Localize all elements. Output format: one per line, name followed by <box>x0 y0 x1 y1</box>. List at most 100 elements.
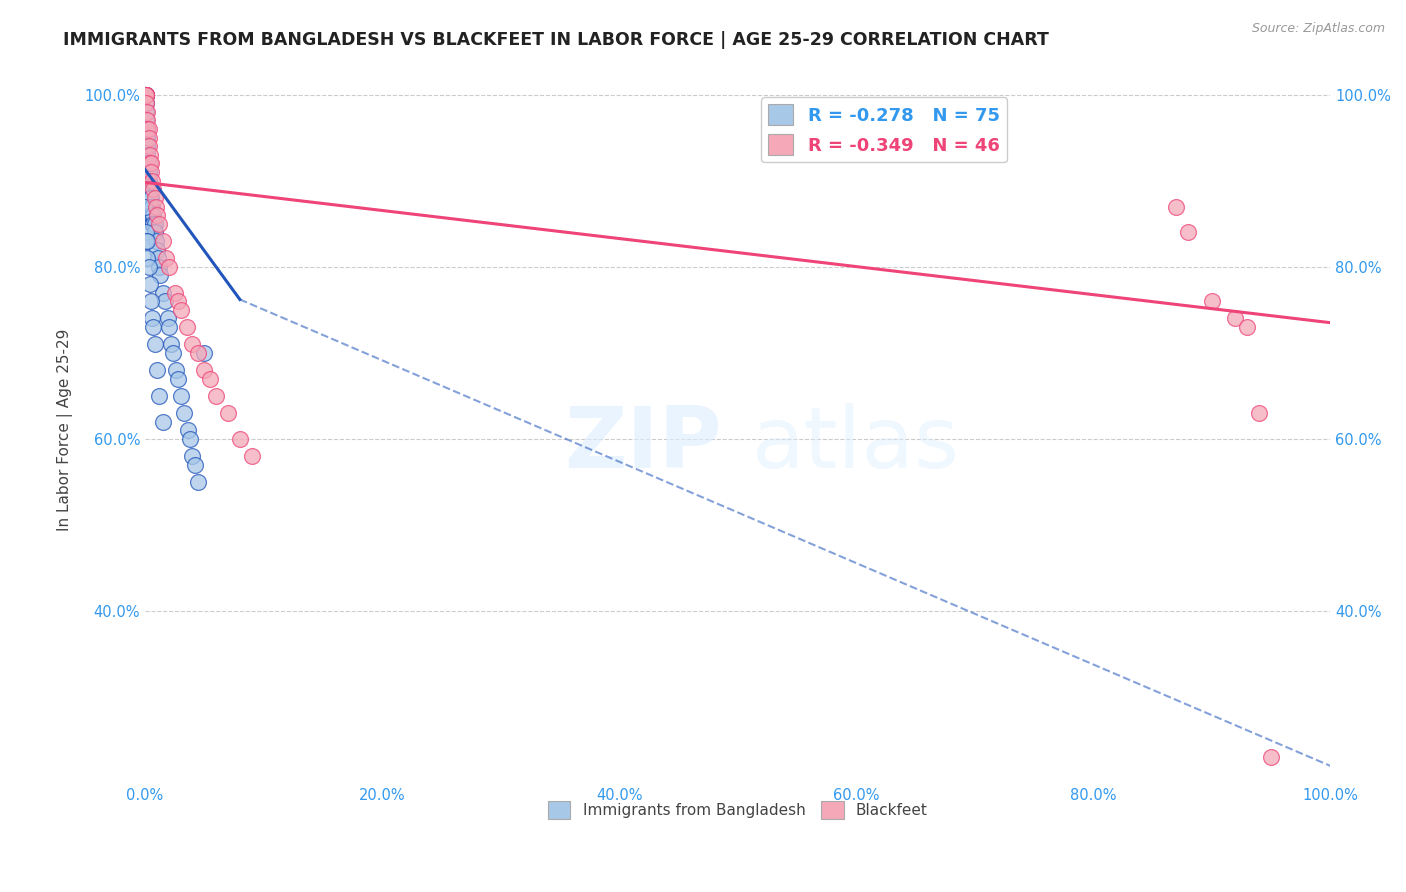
Point <box>146 363 169 377</box>
Point <box>135 130 157 145</box>
Point <box>179 432 201 446</box>
Point <box>136 251 159 265</box>
Point <box>134 87 156 102</box>
Text: IMMIGRANTS FROM BANGLADESH VS BLACKFEET IN LABOR FORCE | AGE 25-29 CORRELATION C: IMMIGRANTS FROM BANGLADESH VS BLACKFEET … <box>63 31 1049 49</box>
Point <box>148 389 170 403</box>
Point <box>152 234 174 248</box>
Point <box>167 371 190 385</box>
Point <box>143 191 166 205</box>
Point <box>141 200 163 214</box>
Point <box>135 225 157 239</box>
Point <box>157 260 180 274</box>
Point <box>136 122 159 136</box>
Point <box>163 285 186 300</box>
Point <box>135 87 157 102</box>
Point <box>135 87 157 102</box>
Point <box>135 122 157 136</box>
Point <box>134 87 156 102</box>
Point <box>1201 294 1223 309</box>
Point <box>149 268 172 283</box>
Point <box>141 311 163 326</box>
Point <box>156 311 179 326</box>
Point <box>143 337 166 351</box>
Point <box>134 200 156 214</box>
Point <box>143 225 166 239</box>
Point <box>136 122 159 136</box>
Point <box>155 251 177 265</box>
Point <box>139 182 162 196</box>
Point <box>138 139 160 153</box>
Point <box>138 165 160 179</box>
Point <box>138 130 160 145</box>
Point <box>139 165 162 179</box>
Text: atlas: atlas <box>752 403 960 486</box>
Point <box>135 87 157 102</box>
Point <box>173 406 195 420</box>
Point <box>135 96 157 111</box>
Point <box>142 217 165 231</box>
Point <box>167 294 190 309</box>
Point <box>136 156 159 170</box>
Point <box>139 208 162 222</box>
Point <box>181 337 204 351</box>
Text: Source: ZipAtlas.com: Source: ZipAtlas.com <box>1251 22 1385 36</box>
Point <box>1249 406 1271 420</box>
Point <box>138 174 160 188</box>
Point <box>148 260 170 274</box>
Point <box>135 139 157 153</box>
Point <box>134 87 156 102</box>
Point <box>135 104 157 119</box>
Point <box>148 217 170 231</box>
Point <box>142 182 165 196</box>
Point <box>152 285 174 300</box>
Point <box>184 458 207 472</box>
Point <box>139 148 162 162</box>
Point <box>146 251 169 265</box>
Point <box>176 423 198 437</box>
Point <box>139 200 162 214</box>
Point <box>139 156 162 170</box>
Point <box>139 208 162 222</box>
Point <box>146 243 169 257</box>
Point <box>217 406 239 420</box>
Point <box>136 130 159 145</box>
Point <box>138 122 160 136</box>
Point <box>138 182 160 196</box>
Point <box>141 217 163 231</box>
Point <box>136 139 159 153</box>
Point <box>1260 750 1282 764</box>
Point <box>205 389 228 403</box>
Point <box>135 234 157 248</box>
Point <box>135 87 157 102</box>
Point <box>138 156 160 170</box>
Point <box>135 113 157 128</box>
Point <box>169 389 191 403</box>
Point <box>139 294 162 309</box>
Point <box>193 363 215 377</box>
Point <box>135 96 157 111</box>
Point <box>200 371 222 385</box>
Point <box>138 260 160 274</box>
Point <box>141 208 163 222</box>
Point <box>162 346 184 360</box>
Point <box>136 104 159 119</box>
Point <box>135 87 157 102</box>
Point <box>142 320 165 334</box>
Point <box>146 208 169 222</box>
Point <box>135 87 157 102</box>
Point <box>229 432 252 446</box>
Text: ZIP: ZIP <box>564 403 721 486</box>
Point <box>142 208 165 222</box>
Point <box>135 87 157 102</box>
Point <box>143 217 166 231</box>
Point <box>152 415 174 429</box>
Point <box>136 234 159 248</box>
Point <box>193 346 215 360</box>
Point <box>165 363 187 377</box>
Point <box>136 113 159 128</box>
Point <box>176 320 198 334</box>
Point <box>134 87 156 102</box>
Point <box>157 320 180 334</box>
Point <box>141 174 163 188</box>
Point <box>187 346 209 360</box>
